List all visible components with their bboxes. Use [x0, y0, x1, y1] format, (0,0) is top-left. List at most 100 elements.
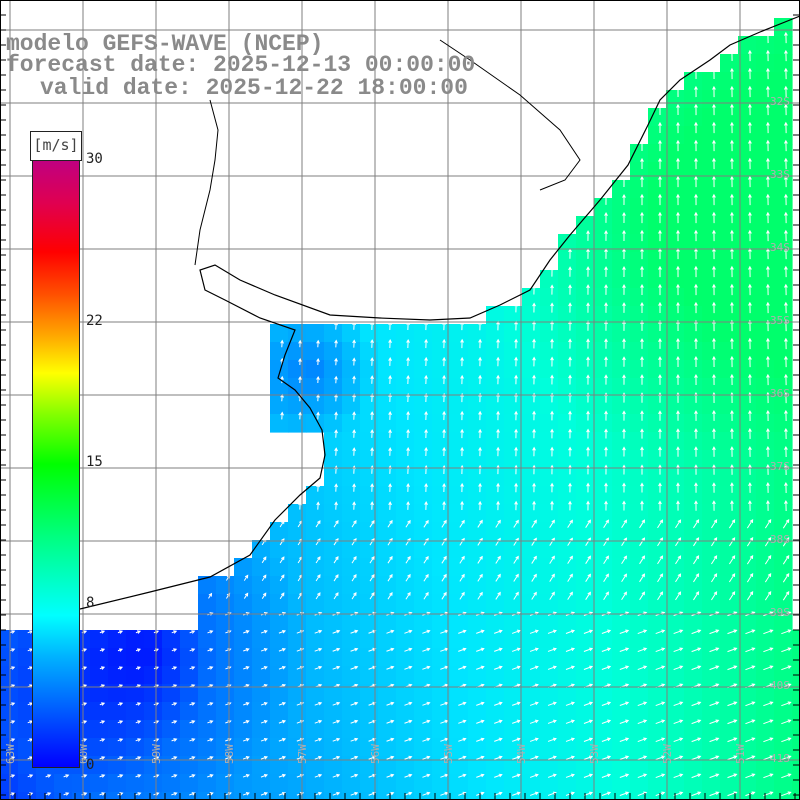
- longitude-label: 57W: [296, 744, 309, 764]
- wind-cell: [252, 792, 271, 800]
- wind-cell: [396, 504, 415, 523]
- wind-cell: [756, 774, 775, 793]
- wind-cell: [360, 324, 379, 343]
- wind-arrow: [512, 773, 521, 778]
- wind-cell: [756, 576, 775, 595]
- wind-cell: [648, 666, 667, 685]
- wind-arrow: [691, 719, 702, 725]
- wind-arrow: [601, 773, 612, 778]
- wind-arrow: [748, 139, 752, 152]
- wind-arrow: [81, 774, 88, 778]
- wind-arrow: [619, 791, 630, 796]
- wind-cell: [756, 378, 775, 397]
- wind-arrow: [586, 446, 590, 457]
- wind-cell: [396, 738, 415, 757]
- wind-cell: [486, 720, 505, 739]
- wind-cell: [486, 504, 505, 523]
- wind-arrow: [476, 737, 485, 742]
- wind-arrow: [673, 629, 684, 635]
- wind-cell: [396, 756, 415, 775]
- wind-cell: [450, 720, 469, 739]
- wind-arrow: [370, 447, 374, 456]
- wind-cell: [450, 378, 469, 397]
- wind-arrow: [730, 67, 734, 80]
- wind-cell: [684, 414, 703, 433]
- wind-cell: [576, 648, 595, 667]
- wind-arrow: [99, 792, 106, 796]
- wind-cell: [684, 720, 703, 739]
- wind-cell: [738, 36, 757, 55]
- wind-cell: [630, 306, 649, 325]
- wind-cell: [90, 738, 109, 757]
- wind-arrow: [567, 555, 573, 564]
- wind-cell: [486, 594, 505, 613]
- wind-arrow: [243, 720, 250, 724]
- wind-cell: [648, 468, 667, 487]
- wind-cell: [738, 252, 757, 271]
- wind-cell: [486, 774, 505, 793]
- wind-cell: [504, 612, 523, 631]
- wind-arrow: [604, 284, 608, 295]
- wind-arrow: [748, 500, 752, 511]
- wind-arrow: [766, 139, 770, 152]
- wind-cell: [648, 486, 667, 505]
- wind-arrow: [745, 737, 756, 743]
- wind-cell: [576, 756, 595, 775]
- wind-cell: [0, 738, 19, 757]
- wind-cell: [666, 180, 685, 199]
- wind-arrow: [207, 774, 214, 778]
- wind-arrow: [496, 374, 500, 385]
- wind-cell: [576, 414, 595, 433]
- wind-arrow: [370, 501, 374, 510]
- wind-arrow: [511, 719, 521, 724]
- wind-arrow: [171, 702, 178, 706]
- wind-cell: [720, 630, 739, 649]
- wind-arrow: [601, 737, 612, 742]
- wind-cell: [378, 486, 397, 505]
- wind-cell: [594, 216, 613, 235]
- wind-arrow: [441, 519, 447, 528]
- wind-cell: [270, 594, 289, 613]
- wind-arrow: [622, 284, 626, 295]
- wind-arrow: [531, 573, 537, 582]
- wind-cell: [540, 486, 559, 505]
- wind-arrow: [316, 411, 320, 420]
- wind-arrow: [658, 211, 662, 224]
- wind-arrow: [693, 573, 700, 583]
- wind-arrow: [781, 629, 792, 635]
- wind-cell: [738, 270, 757, 289]
- wind-cell: [306, 702, 325, 721]
- wind-arrow: [532, 428, 536, 439]
- wind-cell: [774, 756, 793, 775]
- wind-arrow: [45, 792, 52, 796]
- wind-arrow: [711, 573, 718, 583]
- wind-cell: [630, 378, 649, 397]
- wind-cell: [540, 702, 559, 721]
- wind-cell: [90, 666, 109, 685]
- wind-arrow: [748, 103, 752, 116]
- wind-cell: [558, 522, 577, 541]
- wind-cell: [738, 288, 757, 307]
- wind-cell: [234, 756, 253, 775]
- wind-arrow: [334, 375, 338, 384]
- wind-cell: [216, 738, 235, 757]
- wind-cell: [594, 702, 613, 721]
- wind-arrow: [640, 193, 644, 206]
- wind-arrow: [712, 157, 716, 170]
- wind-cell: [486, 522, 505, 541]
- wind-arrow: [565, 773, 575, 778]
- wind-cell: [684, 594, 703, 613]
- wind-arrow: [622, 482, 626, 493]
- wind-arrow: [99, 666, 106, 670]
- wind-arrow: [171, 756, 178, 760]
- wind-cell: [342, 486, 361, 505]
- wind-arrow: [512, 737, 521, 742]
- wind-cell: [252, 612, 271, 631]
- wind-cell: [756, 270, 775, 289]
- wind-cell: [756, 72, 775, 91]
- wind-arrow: [694, 500, 698, 511]
- wind-cell: [468, 756, 487, 775]
- wind-cell: [684, 396, 703, 415]
- wind-arrow: [604, 320, 608, 331]
- wind-cell: [756, 648, 775, 667]
